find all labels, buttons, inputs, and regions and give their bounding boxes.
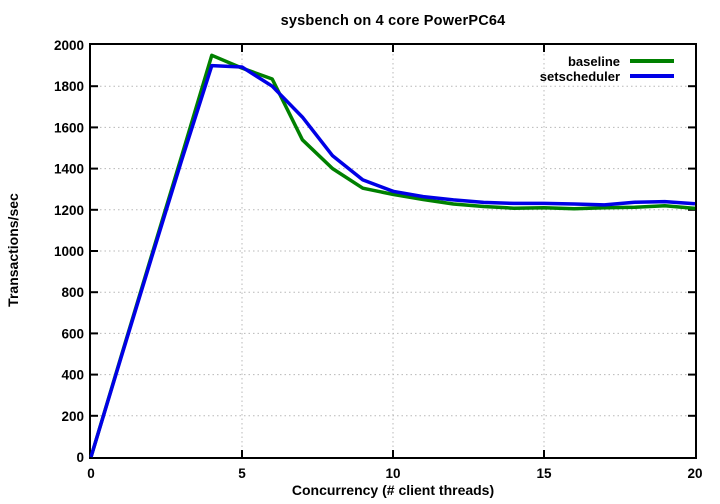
y-tick-label: 800 (61, 285, 84, 300)
legend: baseline setscheduler (539, 53, 674, 84)
y-tick-label: 1600 (54, 120, 84, 135)
plot-border (89, 43, 697, 459)
legend-item-baseline: baseline (540, 53, 674, 69)
y-tick-label: 1400 (54, 162, 84, 177)
y-tick-label: 1800 (54, 79, 84, 94)
series-setscheduler-line (89, 63, 696, 458)
legend-line-swatch-baseline (630, 59, 674, 63)
legend-item-setscheduler: setscheduler (539, 68, 674, 84)
y-tick-label: 200 (61, 409, 84, 424)
x-axis-label: Concurrency (# client threads) (291, 482, 495, 498)
x-tick-label: 5 (238, 466, 246, 481)
y-tick-label: 1000 (54, 244, 84, 259)
y-tick-label: 0 (76, 450, 84, 465)
chart-title: sysbench on 4 core PowerPC64 (280, 13, 506, 29)
legend-line-swatch-setscheduler (630, 74, 674, 78)
x-tick-label: 10 (385, 466, 400, 481)
x-tick-label: 0 (87, 466, 95, 481)
legend-label-baseline: baseline (567, 53, 620, 69)
legend-label-setscheduler: setscheduler (539, 68, 620, 84)
y-tick-label: 400 (61, 368, 84, 383)
x-tick-label: 20 (687, 466, 702, 481)
y-tick-label: 2000 (54, 38, 84, 53)
y-tick-label: 600 (61, 326, 84, 341)
y-tick-label: 1200 (54, 203, 84, 218)
y-axis-label: Transactions/sec (5, 193, 21, 307)
series-baseline-line (89, 53, 696, 458)
x-tick-label: 15 (536, 466, 552, 481)
